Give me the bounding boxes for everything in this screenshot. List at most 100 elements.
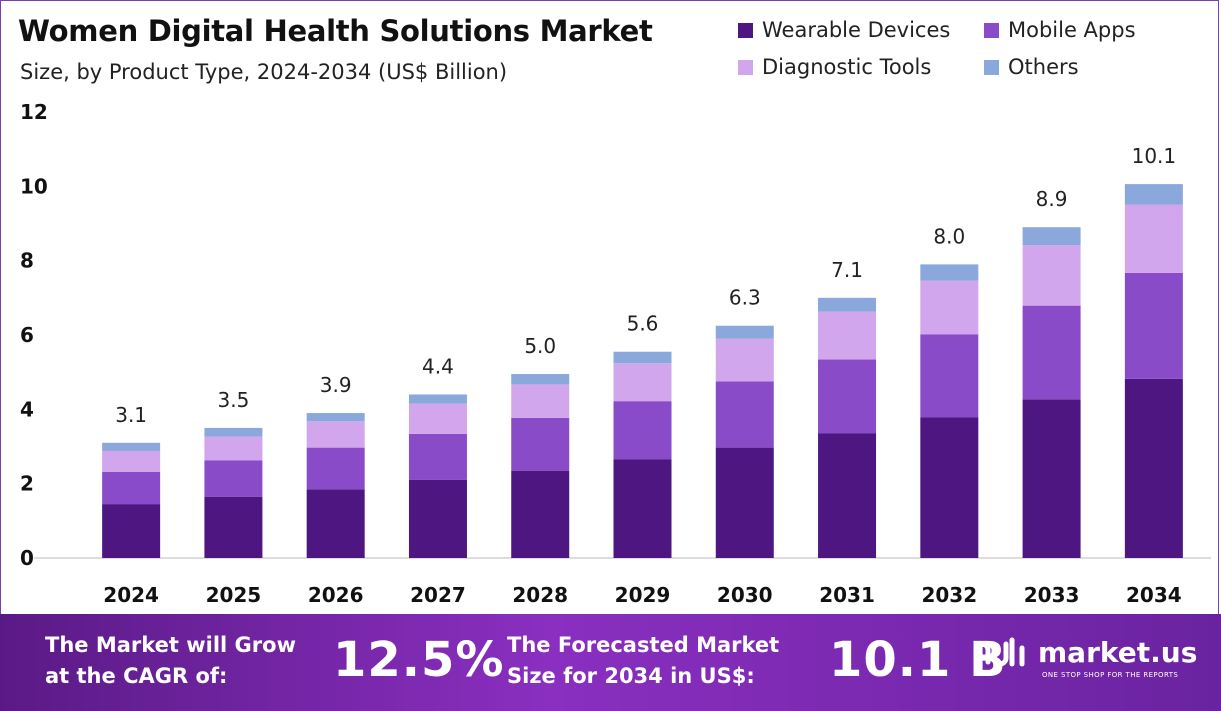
x-tick-label: 2031 [819, 583, 875, 607]
bar-segment-others [613, 351, 672, 364]
bar-total-label: 10.1 [1132, 144, 1177, 168]
bar-segment-mobile-apps [818, 359, 877, 434]
bar-segment-wearable-devices [102, 504, 161, 558]
bar-segment-wearable-devices [204, 496, 263, 558]
bar-segment-others [818, 297, 877, 312]
bar-total-label: 8.9 [1036, 187, 1068, 211]
bar-segment-others [1022, 227, 1081, 246]
bar-segment-mobile-apps [408, 433, 467, 480]
bar-total-label: 5.6 [627, 312, 659, 336]
legend-item-diagnostic-tools: Diagnostic Tools [738, 55, 931, 79]
x-tick-label: 2032 [921, 583, 977, 607]
bar-segment-diagnostic-tools [1124, 204, 1183, 273]
x-tick-label: 2034 [1126, 583, 1182, 607]
brand-logo: market.us [972, 634, 1197, 670]
bar-segment-diagnostic-tools [715, 338, 774, 382]
bar-segment-wearable-devices [408, 479, 467, 558]
bar-segment-others [920, 264, 979, 281]
legend-label-others: Others [1008, 55, 1079, 79]
legend-item-others: Others [984, 55, 1079, 79]
bar-segment-diagnostic-tools [408, 403, 467, 434]
bar-segment-diagnostic-tools [511, 384, 570, 418]
bar-segment-wearable-devices [818, 433, 877, 558]
bar-segment-wearable-devices [715, 447, 774, 558]
bar-segment-mobile-apps [102, 471, 161, 505]
bar-segment-wearable-devices [920, 417, 979, 558]
bar-segment-others [511, 374, 570, 385]
forecast-label-line2: Size for 2034 in US$: [507, 664, 755, 688]
bar-segment-diagnostic-tools [920, 280, 979, 335]
bar-segment-mobile-apps [715, 381, 774, 448]
x-tick-label: 2033 [1024, 583, 1080, 607]
y-tick-label: 10 [20, 174, 48, 198]
bar-segment-diagnostic-tools [204, 436, 263, 461]
legend-swatch-others [984, 59, 999, 75]
bar-segment-mobile-apps [306, 447, 365, 490]
bar-segment-others [1124, 184, 1183, 205]
legend-label-diagnostic-tools: Diagnostic Tools [762, 55, 932, 79]
bar-segment-mobile-apps [613, 401, 672, 460]
legend-swatch-diagnostic-tools [738, 59, 753, 75]
bar-segment-others [408, 394, 467, 404]
bar-total-label: 4.4 [422, 354, 454, 378]
market-us-logo-icon [973, 637, 1025, 667]
bar-segment-diagnostic-tools [102, 450, 161, 472]
legend-item-wearable-devices: Wearable Devices [738, 18, 950, 42]
x-tick-label: 2027 [410, 583, 466, 607]
bar-total-label: 5.0 [524, 334, 556, 358]
chart-subtitle: Size, by Product Type, 2024-2034 (US$ Bi… [20, 60, 508, 84]
x-tick-label: 2026 [308, 583, 364, 607]
bar-total-label: 8.0 [933, 224, 965, 248]
bar-total-label: 3.1 [115, 403, 147, 427]
y-tick-label: 6 [20, 323, 34, 347]
bar-total-label: 6.3 [729, 286, 761, 310]
bar-segment-wearable-devices [306, 489, 365, 558]
bar-segment-diagnostic-tools [306, 421, 365, 448]
x-tick-label: 2028 [512, 583, 568, 607]
forecast-label: The Forecasted Market Size for 2034 in U… [507, 630, 779, 692]
legend-swatch-wearable-devices [738, 22, 753, 38]
legend-label-mobile-apps: Mobile Apps [1008, 18, 1136, 42]
y-tick-label: 8 [20, 249, 34, 273]
brand-name: market.us [1038, 635, 1198, 669]
bar-segment-diagnostic-tools [1022, 245, 1081, 306]
y-tick-label: 4 [20, 397, 34, 421]
cagr-value: 12.5% [333, 632, 505, 688]
bar-segment-mobile-apps [511, 417, 570, 471]
bar-segment-wearable-devices [511, 470, 570, 558]
x-tick-label: 2029 [615, 583, 671, 607]
bar-total-label: 3.5 [218, 388, 250, 412]
bar-segment-wearable-devices [1022, 399, 1081, 558]
bar-segment-others [102, 442, 161, 451]
bar-segment-mobile-apps [1022, 305, 1081, 400]
cagr-label: The Market will Grow at the CAGR of: [45, 630, 296, 692]
bar-segment-others [715, 325, 774, 339]
bar-segment-mobile-apps [204, 460, 263, 497]
cagr-label-line2: at the CAGR of: [45, 664, 228, 688]
bar-segment-diagnostic-tools [818, 311, 877, 360]
brand-tagline: ONE STOP SHOP FOR THE REPORTS [1042, 671, 1179, 679]
bar-segment-mobile-apps [920, 334, 979, 418]
legend-label-wearable-devices: Wearable Devices [762, 18, 951, 42]
y-tick-label: 12 [20, 100, 48, 124]
footer-banner: The Market will Grow at the CAGR of: 12.… [0, 614, 1221, 711]
y-tick-label: 2 [20, 472, 34, 496]
x-tick-label: 2030 [717, 583, 773, 607]
bar-total-label: 7.1 [831, 258, 863, 282]
bar-chart: 0 2 4 6 8 10 12 3.1 2024 3.5 2025 3.9 2026 4.4 2027 5.0… [20, 100, 1211, 607]
legend-item-mobile-apps: Mobile Apps [984, 18, 1136, 42]
x-tick-label: 2024 [103, 583, 159, 607]
bar-segment-others [204, 427, 263, 437]
bar-segment-mobile-apps [1124, 272, 1183, 379]
y-tick-label: 0 [20, 546, 34, 570]
bar-segment-wearable-devices [613, 459, 672, 558]
chart-title: Women Digital Health Solutions Market [18, 14, 653, 48]
legend-swatch-mobile-apps [984, 22, 999, 38]
forecast-label-line1: The Forecasted Market [507, 633, 780, 657]
bar-total-label: 3.9 [320, 373, 352, 397]
bar-segment-others [306, 413, 365, 422]
x-tick-label: 2025 [206, 583, 262, 607]
cagr-label-line1: The Market will Grow [45, 633, 296, 657]
bar-segment-diagnostic-tools [613, 363, 672, 402]
bar-segment-wearable-devices [1124, 378, 1183, 558]
